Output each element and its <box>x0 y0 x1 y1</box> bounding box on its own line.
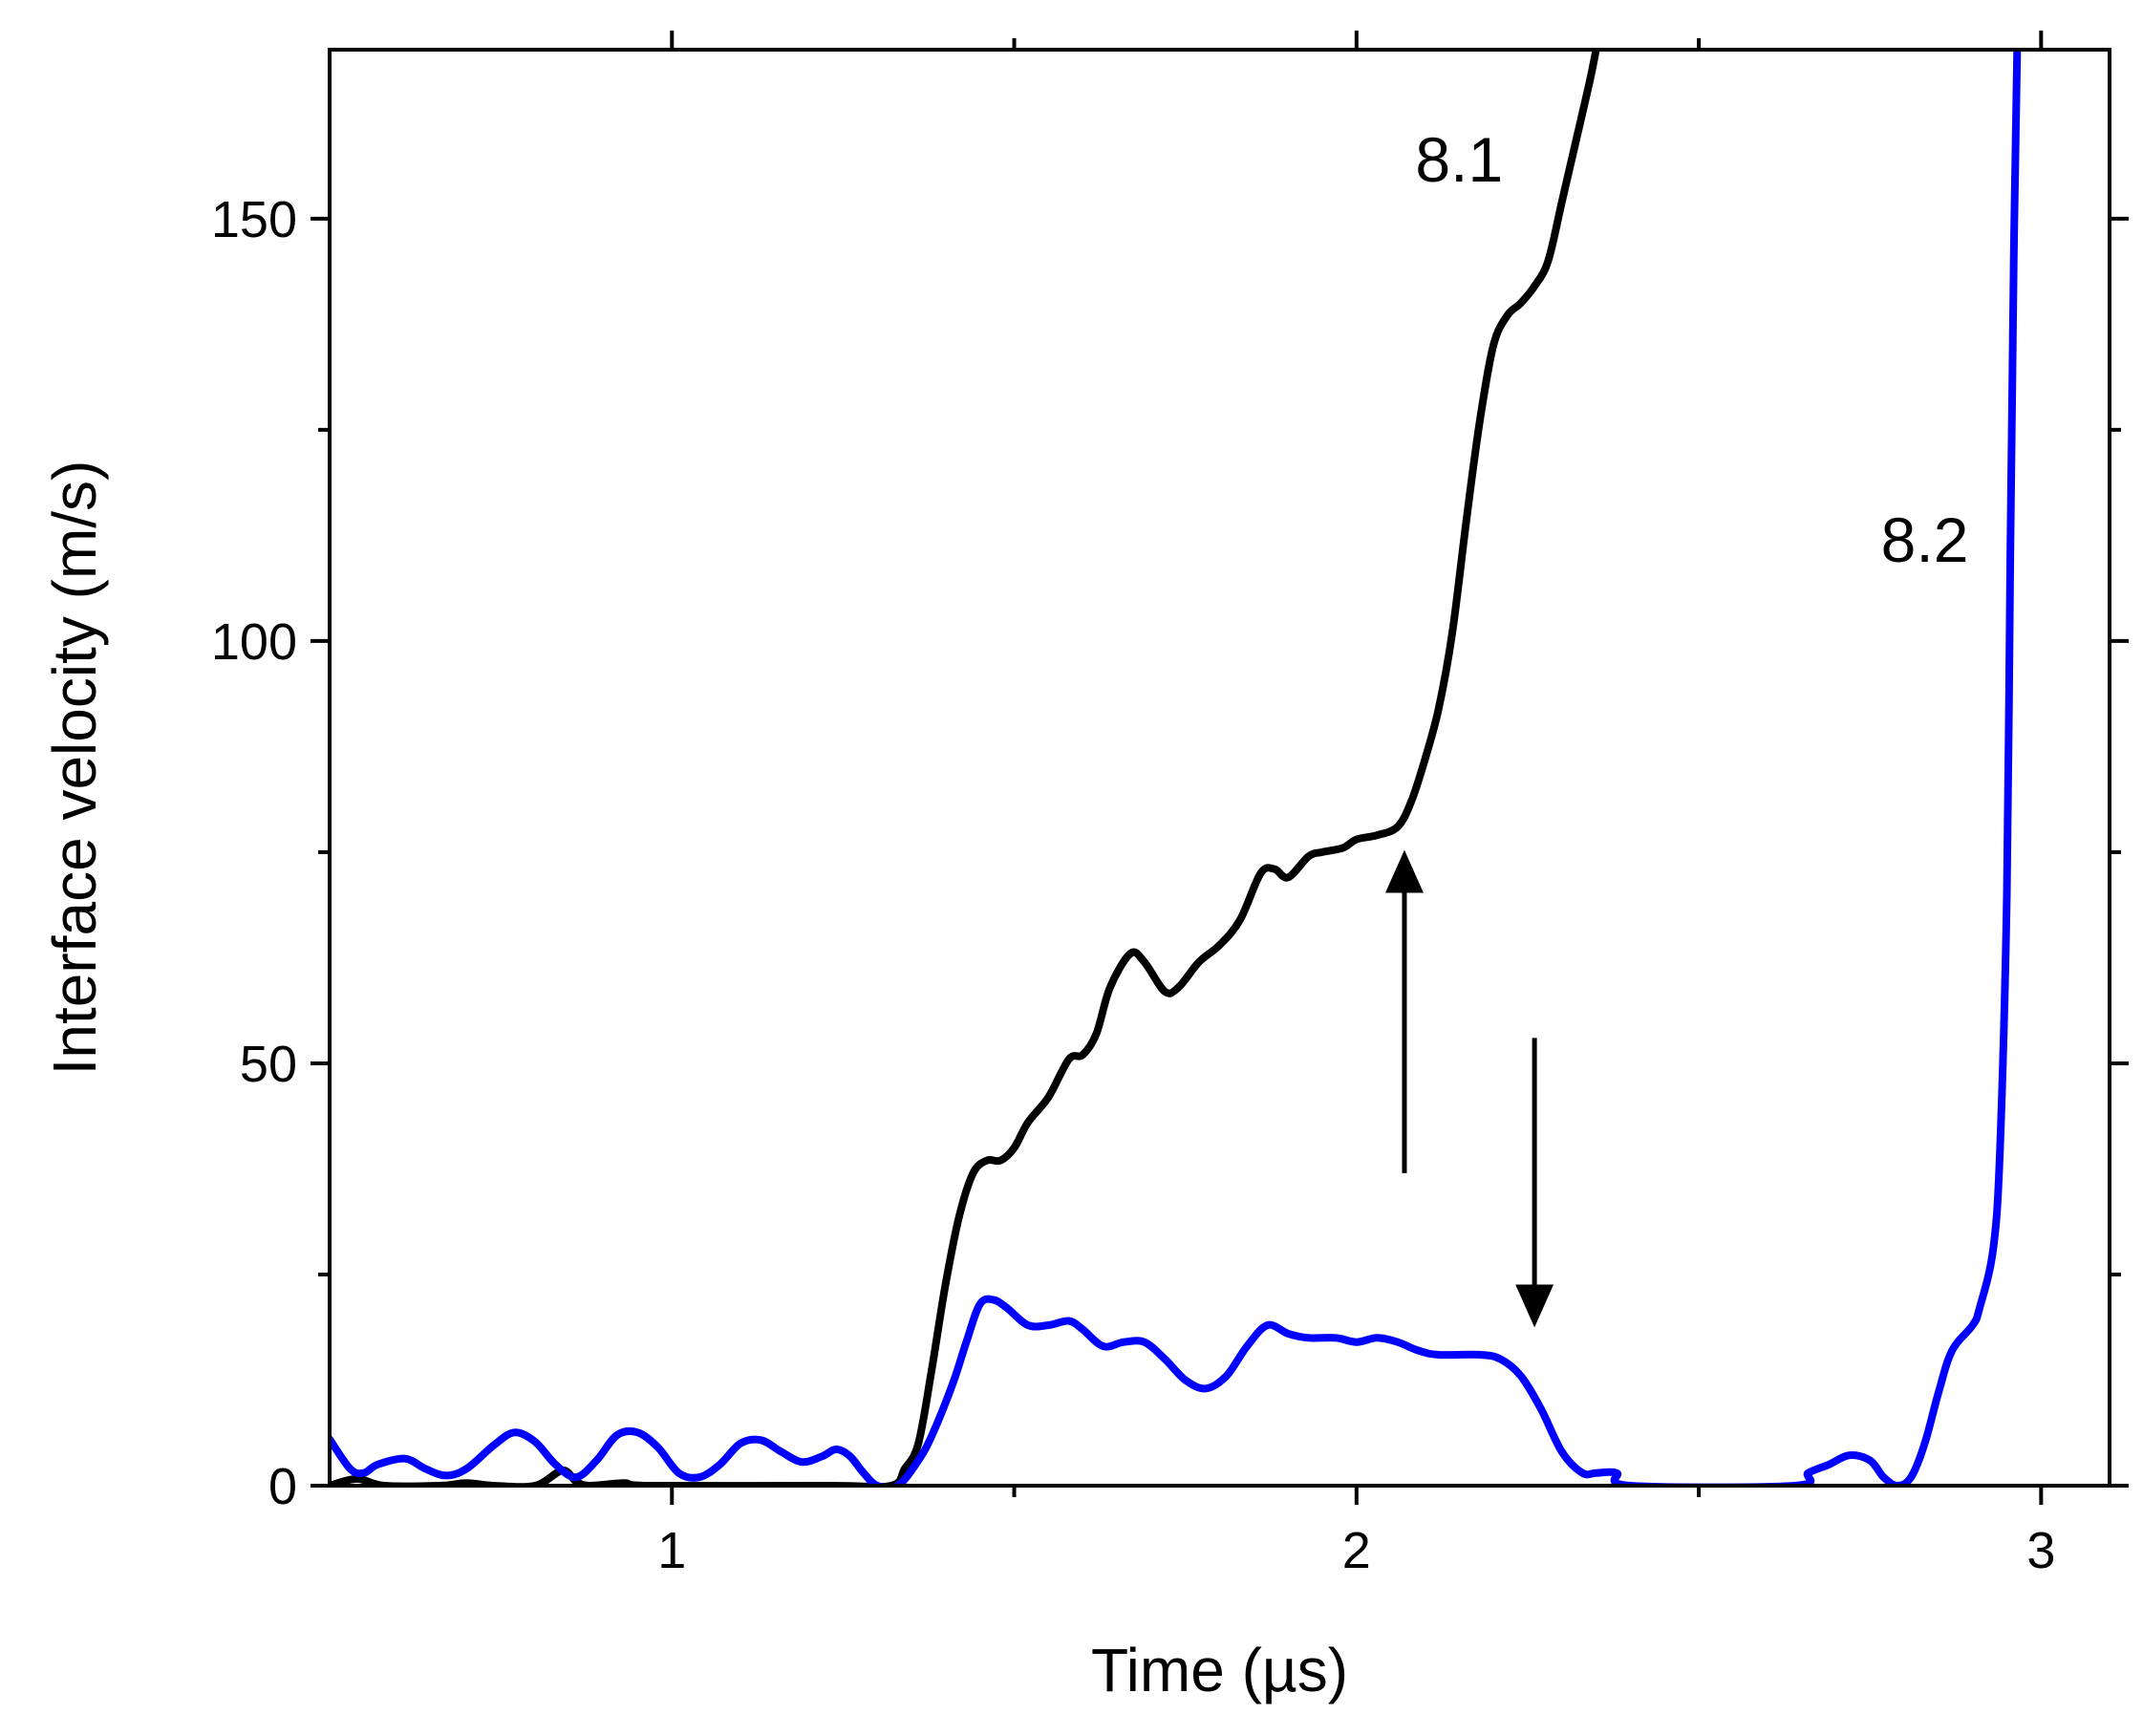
y-tick-label: 150 <box>211 191 297 248</box>
y-tick-label: 50 <box>240 1036 297 1093</box>
annotations: 8.1 8.2 <box>1384 124 1969 1328</box>
plot-frame <box>328 48 2111 1488</box>
y-tick-label: 0 <box>268 1458 297 1515</box>
series-line-8-1 <box>330 50 1600 1486</box>
y-axis-title: Interface velocity (m/s) <box>40 461 109 1076</box>
series-line-8-2 <box>330 50 2022 1486</box>
x-axis-title: Time (µs) <box>1091 1636 1348 1704</box>
curve-label-8-2: 8.2 <box>1881 504 1969 575</box>
y-tick-label: 100 <box>211 613 297 671</box>
series-layer <box>330 50 2022 1486</box>
x-tick-label: 2 <box>1342 1522 1371 1579</box>
x-tick-label: 3 <box>2026 1522 2055 1579</box>
curve-label-8-1: 8.1 <box>1415 124 1503 195</box>
x-tick-label: 1 <box>657 1522 686 1579</box>
axis-ticks: 1 2 3 0 50 100 150 <box>211 31 2129 1579</box>
axes-frame <box>328 48 2111 1488</box>
